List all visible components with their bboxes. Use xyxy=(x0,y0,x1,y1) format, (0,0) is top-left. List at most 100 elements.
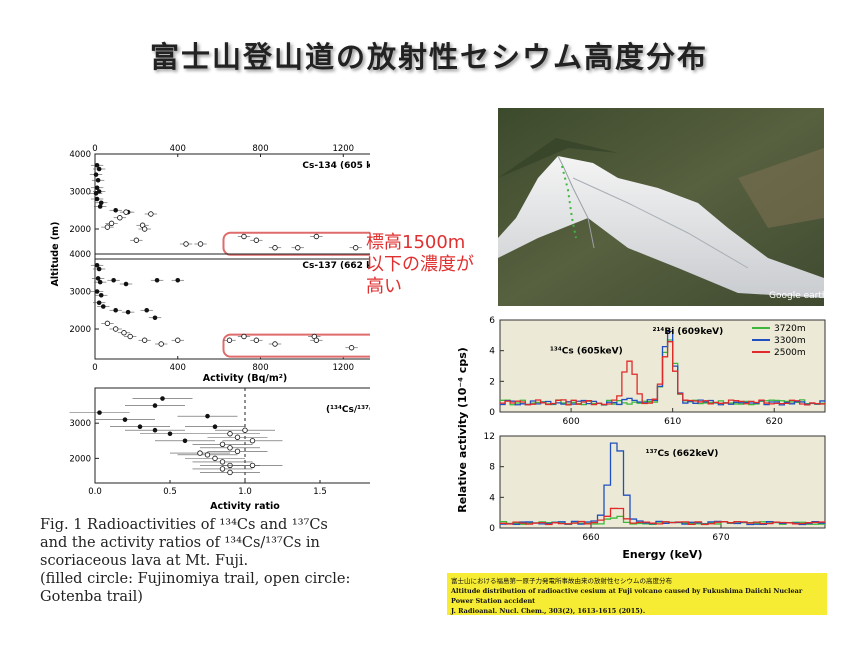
filled-point xyxy=(94,162,100,168)
peak-label: ²¹⁴Bi (609keV) xyxy=(653,327,724,337)
plot-area xyxy=(499,435,826,529)
open-point xyxy=(219,466,226,472)
x-tick-label: 0 xyxy=(92,144,97,154)
open-point xyxy=(226,337,233,343)
filled-point xyxy=(123,281,129,287)
filled-point xyxy=(96,266,102,272)
filled-point xyxy=(125,309,131,315)
filled-point xyxy=(100,304,106,309)
filled-point xyxy=(95,177,101,183)
source-title-en: Altitude distribution of radioactive ces… xyxy=(451,587,803,605)
source-title-ja: 富士山における福島第一原子力発電所事故由来の放射性セシウムの高度分布 xyxy=(451,577,672,585)
open-point xyxy=(241,333,247,340)
open-point xyxy=(249,438,256,444)
legend-label: 3300m xyxy=(774,336,806,346)
y-tick-label: 12 xyxy=(484,432,495,442)
filled-point xyxy=(93,191,99,196)
open-point xyxy=(183,241,189,247)
caption-line: and the activity ratios of ¹³⁴Cs/¹³⁷Cs i… xyxy=(40,535,320,551)
open-point xyxy=(241,233,247,240)
open-point xyxy=(121,330,127,336)
x-tick-label: 400 xyxy=(170,363,186,373)
filled-point xyxy=(93,172,99,177)
open-point xyxy=(148,211,154,217)
annotation-line: 標高1500m xyxy=(366,232,466,253)
filled-point xyxy=(97,410,102,415)
y-tick-label: 4 xyxy=(489,493,495,503)
open-point xyxy=(141,337,148,343)
filled-point xyxy=(122,417,128,422)
caption-line: (filled circle: Fujinomiya trail, open c… xyxy=(40,571,351,587)
highlight-box xyxy=(222,231,370,256)
open-point xyxy=(227,445,233,451)
x-tick-label: 400 xyxy=(170,144,186,154)
open-point xyxy=(141,226,148,232)
y-tick-label: 6 xyxy=(489,316,495,326)
filled-point xyxy=(94,262,100,268)
y-tick-label: 4 xyxy=(489,347,495,357)
photo-credit: Google earth xyxy=(769,291,824,301)
open-point xyxy=(197,450,203,456)
y-tick-label: 3000 xyxy=(69,288,91,298)
open-point xyxy=(313,233,320,240)
x-tick-label: 0 xyxy=(92,363,97,373)
filled-point xyxy=(152,403,158,408)
filled-point xyxy=(98,200,104,206)
filled-point xyxy=(205,413,210,419)
open-point xyxy=(123,209,129,215)
y-tick-label: 3000 xyxy=(69,188,91,198)
open-point xyxy=(219,459,226,465)
figure-caption: Fig. 1 Radioactivities of ¹³⁴Cs and ¹³⁷C… xyxy=(40,516,380,606)
plot-frame xyxy=(94,253,370,360)
filled-point xyxy=(96,166,102,172)
open-point xyxy=(204,452,211,458)
y-tick-label: 0 xyxy=(489,408,495,418)
legend-label: 2500m xyxy=(774,348,806,358)
altitude-annotation: 標高1500m 以下の濃度が 高い xyxy=(366,232,474,298)
filled-point xyxy=(144,307,150,313)
filled-point xyxy=(113,307,118,313)
annotation-line: 以下の濃度が xyxy=(366,254,474,275)
caption-line: Gotenba trail) xyxy=(40,589,143,605)
x-tick-label: 0.5 xyxy=(163,487,177,497)
filled-point xyxy=(152,315,158,321)
open-point xyxy=(253,237,260,243)
caption-line: Fig. 1 Radioactivities of ¹³⁴Cs and ¹³⁷C… xyxy=(40,517,328,533)
x-tick-label: 800 xyxy=(252,363,268,373)
filled-point xyxy=(167,431,173,437)
ratio-panel: 300020000.00.51.01.52.0(¹³⁴Cs/¹³⁷Cs)₀Act… xyxy=(69,387,370,512)
x-tick-label: 1.5 xyxy=(313,487,327,497)
open-point xyxy=(127,333,133,340)
y-axis-label: Relative activity (10⁻⁴ cps) xyxy=(456,347,469,513)
open-point xyxy=(295,245,301,251)
source-citation: J. Radioanal. Nucl. Chem., 303(2), 1613-… xyxy=(451,607,646,615)
annotation-line: 高い xyxy=(366,276,402,297)
x-tick-label: 610 xyxy=(664,417,681,427)
open-point xyxy=(272,245,278,251)
mt-fuji-aerial-photo: Google earth xyxy=(498,108,824,306)
open-point xyxy=(242,427,248,433)
y-axis-label: Altitude (m) xyxy=(50,222,61,287)
filled-point xyxy=(212,424,218,430)
panel-label: Cs-134 (605 keV) xyxy=(302,161,370,171)
open-point xyxy=(133,237,140,243)
series-line-2500m xyxy=(500,507,826,526)
y-tick-label: 4000 xyxy=(69,150,91,160)
slide-title: 富士山登山道の放射性セシウム高度分布 xyxy=(149,40,708,74)
x-tick-label: 800 xyxy=(252,144,268,154)
filled-point xyxy=(160,396,165,401)
open-point xyxy=(117,215,123,221)
caption-line: scoriaceous lava at Mt. Fuji. xyxy=(40,553,249,569)
open-point xyxy=(212,455,218,462)
open-point xyxy=(158,341,164,347)
x-axis-label: Activity ratio xyxy=(210,501,280,512)
x-tick-label: 1200 xyxy=(332,363,354,373)
filled-point xyxy=(182,438,188,444)
open-point xyxy=(234,434,241,440)
open-point xyxy=(108,220,115,227)
source-reference: 富士山における福島第一原子力発電所事故由来の放射性セシウムの高度分布 Altit… xyxy=(447,573,827,615)
open-point xyxy=(175,337,181,343)
x-tick-label: 660 xyxy=(582,533,599,543)
x-tick-label: 1200 xyxy=(332,144,354,154)
